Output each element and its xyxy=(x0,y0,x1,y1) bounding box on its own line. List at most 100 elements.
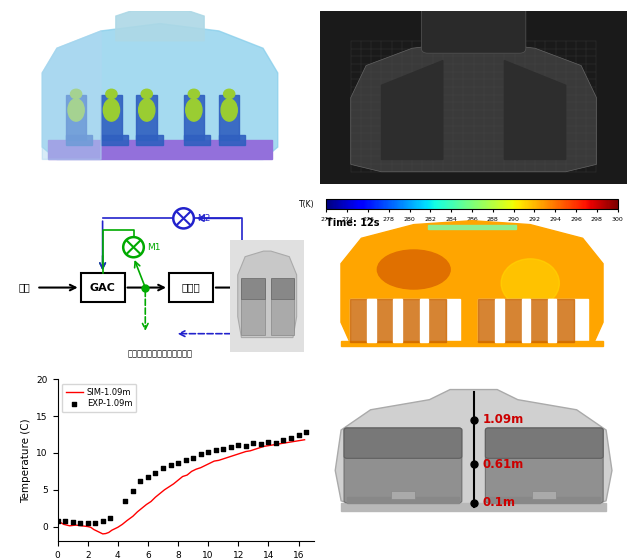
Bar xyxy=(428,299,446,341)
EXP-1.09m xyxy=(293,430,303,439)
Text: 外気: 外気 xyxy=(19,282,31,292)
Bar xyxy=(478,299,495,341)
EXP-1.09m xyxy=(241,441,251,450)
Bar xyxy=(219,95,239,140)
Bar xyxy=(184,95,204,140)
SIM-1.09m xyxy=(269,441,276,448)
FancyBboxPatch shape xyxy=(485,428,603,503)
Bar xyxy=(488,497,600,503)
Bar xyxy=(241,279,265,335)
EXP-1.09m xyxy=(165,461,175,470)
SIM-1.09m xyxy=(99,531,107,537)
Bar xyxy=(66,95,86,140)
EXP-1.09m xyxy=(68,518,78,527)
EXP-1.09m xyxy=(158,464,168,473)
Ellipse shape xyxy=(221,99,237,121)
Bar xyxy=(532,490,556,499)
SIM-1.09m xyxy=(90,526,97,533)
Bar xyxy=(495,299,504,341)
Polygon shape xyxy=(341,220,603,341)
Ellipse shape xyxy=(103,99,120,121)
Ellipse shape xyxy=(68,99,84,121)
Polygon shape xyxy=(116,11,204,41)
Bar xyxy=(184,134,210,145)
EXP-1.09m xyxy=(271,438,281,447)
EXP-1.09m xyxy=(150,468,161,477)
SIM-1.09m xyxy=(69,522,77,529)
EXP-1.09m xyxy=(128,487,138,496)
SIM-1.09m xyxy=(54,518,61,525)
Polygon shape xyxy=(335,389,612,511)
Bar xyxy=(428,224,516,229)
EXP-1.09m xyxy=(226,442,236,451)
Ellipse shape xyxy=(223,89,235,99)
EXP-1.09m xyxy=(286,434,296,442)
EXP-1.09m xyxy=(218,444,228,453)
EXP-1.09m xyxy=(173,459,183,468)
Bar xyxy=(376,299,394,341)
Bar xyxy=(101,134,127,145)
Ellipse shape xyxy=(501,259,559,307)
Ellipse shape xyxy=(70,89,82,99)
Ellipse shape xyxy=(106,89,117,99)
Text: Time: 12s: Time: 12s xyxy=(326,218,380,228)
Circle shape xyxy=(124,237,144,257)
EXP-1.09m xyxy=(98,517,108,526)
Bar xyxy=(349,299,367,341)
Bar xyxy=(101,95,122,140)
EXP-1.09m xyxy=(233,440,243,449)
FancyBboxPatch shape xyxy=(485,428,603,458)
EXP-1.09m xyxy=(90,518,100,527)
EXP-1.09m xyxy=(203,447,213,456)
FancyBboxPatch shape xyxy=(344,428,462,503)
Bar xyxy=(420,299,428,341)
Bar xyxy=(394,299,402,341)
Bar xyxy=(367,299,376,341)
SIM-1.09m xyxy=(197,464,205,471)
Ellipse shape xyxy=(188,89,200,99)
Text: フィードバック温度センサー: フィードバック温度センサー xyxy=(127,349,193,358)
EXP-1.09m xyxy=(135,477,145,485)
Bar xyxy=(504,299,522,341)
Bar xyxy=(341,503,606,511)
Bar xyxy=(241,277,265,299)
Bar xyxy=(341,341,603,345)
Polygon shape xyxy=(428,224,516,254)
Text: M1: M1 xyxy=(147,243,160,252)
Bar xyxy=(66,134,92,145)
Bar xyxy=(548,299,556,341)
Bar xyxy=(402,299,420,341)
SIM-1.09m xyxy=(165,483,173,490)
Polygon shape xyxy=(238,251,297,338)
Legend: SIM-1.09m, EXP-1.09m: SIM-1.09m, EXP-1.09m xyxy=(62,383,136,412)
Ellipse shape xyxy=(378,250,450,289)
Bar xyxy=(478,299,589,341)
EXP-1.09m xyxy=(143,472,153,481)
Polygon shape xyxy=(42,23,278,160)
Polygon shape xyxy=(504,61,566,160)
Bar xyxy=(48,140,272,160)
Bar xyxy=(136,95,157,140)
Bar xyxy=(136,134,163,145)
FancyBboxPatch shape xyxy=(344,428,462,458)
EXP-1.09m xyxy=(83,518,93,527)
Line: SIM-1.09m: SIM-1.09m xyxy=(58,440,305,534)
Y-axis label: Temperature (C): Temperature (C) xyxy=(21,418,31,503)
EXP-1.09m xyxy=(278,436,289,445)
SIM-1.09m xyxy=(105,529,113,536)
Polygon shape xyxy=(42,31,101,160)
Text: パイプ: パイプ xyxy=(182,282,200,292)
Text: 給気: 給気 xyxy=(254,282,266,292)
Text: M2: M2 xyxy=(197,214,210,223)
Circle shape xyxy=(173,208,194,228)
Bar xyxy=(530,299,548,341)
Ellipse shape xyxy=(186,99,202,121)
Bar xyxy=(271,277,294,299)
EXP-1.09m xyxy=(301,428,311,437)
EXP-1.09m xyxy=(52,516,63,525)
EXP-1.09m xyxy=(120,497,131,506)
Ellipse shape xyxy=(139,99,155,121)
EXP-1.09m xyxy=(248,438,259,447)
Bar xyxy=(391,490,415,499)
Bar xyxy=(347,497,459,503)
